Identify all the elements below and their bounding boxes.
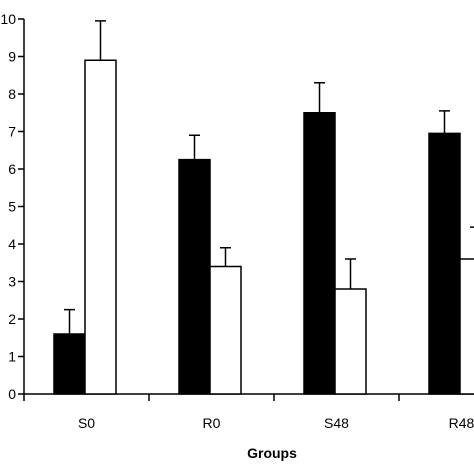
- bar-s48-series1: [303, 112, 336, 395]
- y-tick-label: 4: [8, 236, 16, 252]
- y-tick-label: 8: [8, 86, 16, 102]
- x-tick-label: R48: [449, 415, 474, 431]
- y-tick-label: 3: [8, 274, 16, 290]
- bar-r0-series2: [209, 265, 242, 395]
- bars: [53, 20, 474, 395]
- y-tick-label: 10: [0, 11, 16, 27]
- y-tick-label: 6: [8, 161, 16, 177]
- y-tick-label: 5: [8, 199, 16, 215]
- bar-s0-series2: [84, 59, 117, 395]
- bar-s48-series2: [334, 288, 367, 395]
- y-tick-label: 0: [8, 386, 16, 402]
- x-tick-label: R0: [203, 415, 221, 431]
- y-tick-label: 1: [8, 349, 16, 365]
- x-axis-title: Groups: [247, 445, 297, 461]
- tick-labels: 0 1 2 3 4 5 6 7 8 9 10 S0 R0 S48 R48: [0, 11, 474, 431]
- x-tick-label: S48: [324, 415, 349, 431]
- bar-r48-series1: [428, 132, 461, 395]
- bar-r0-series1: [178, 158, 211, 395]
- bar-r48-series2: [459, 258, 474, 395]
- y-tick-label: 9: [8, 49, 16, 65]
- y-tick-label: 2: [8, 311, 16, 327]
- x-tick-label: S0: [78, 415, 95, 431]
- y-tick-label: 7: [8, 124, 16, 140]
- bar-s0-series1: [53, 333, 86, 395]
